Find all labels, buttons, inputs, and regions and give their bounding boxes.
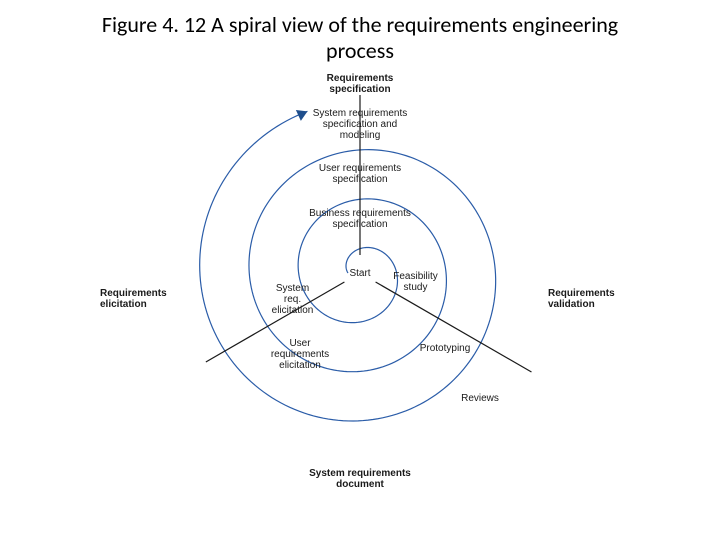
title-line1: Figure 4. 12 A spiral view of the requir… xyxy=(102,11,618,38)
label-outer-right: Requirementsvalidation xyxy=(548,288,628,310)
figure-title: Figure 4. 12 A spiral view of the requir… xyxy=(0,0,720,65)
label-ring2-top: User requirements specification xyxy=(310,163,410,185)
label-ring1-left: System req. elicitation xyxy=(265,283,320,316)
label-ring2-right: Prototyping xyxy=(410,343,480,354)
label-outer-top: Requirementsspecification xyxy=(310,73,410,95)
label-outer-bottom: System requirementsdocument xyxy=(300,468,420,490)
label-ring1-right: Feasibility study xyxy=(388,271,443,293)
label-ring3-right: Reviews xyxy=(450,393,510,404)
label-center: Start xyxy=(340,268,380,279)
label-ring2-left: User requirements elicitation xyxy=(265,338,335,371)
title-line2: process xyxy=(326,37,394,64)
label-ring3-top: System requirements specification and mo… xyxy=(308,108,412,141)
spiral-diagram: Requirementsspecification Requirementsel… xyxy=(110,73,610,493)
spiral-path xyxy=(200,111,496,421)
radial-line-1 xyxy=(376,282,532,372)
label-ring1-top: Business requirements specification xyxy=(305,208,415,230)
label-outer-left: Requirementselicitation xyxy=(100,288,180,310)
